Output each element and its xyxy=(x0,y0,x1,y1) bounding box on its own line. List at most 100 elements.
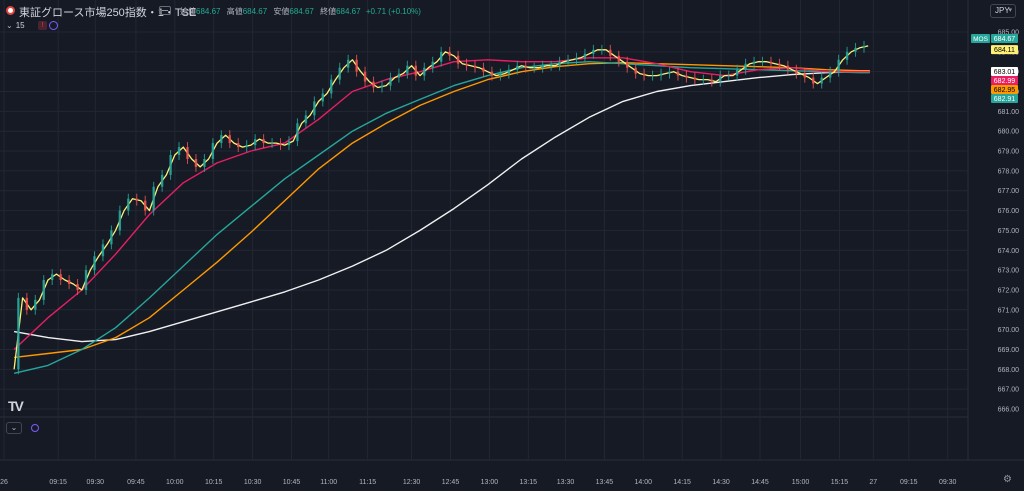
candle-body xyxy=(769,61,773,64)
chevron-down-icon[interactable]: ⌄ xyxy=(6,21,13,30)
candle-body xyxy=(144,200,147,211)
candle-body xyxy=(237,143,240,148)
candle-body xyxy=(313,101,316,116)
candle-body xyxy=(642,73,646,76)
symbol-title[interactable]: 東証グロース市場250指数・1・TSE xyxy=(19,7,197,19)
candle-body xyxy=(160,174,164,187)
candle-body xyxy=(507,69,511,74)
candle-body xyxy=(34,299,37,310)
y-tick-label: 674.00 xyxy=(998,248,1020,255)
candle-body xyxy=(659,73,663,76)
candle-body xyxy=(812,77,815,84)
candle-body xyxy=(676,71,680,76)
candle-body xyxy=(685,75,688,78)
y-tick-label: 680.00 xyxy=(998,129,1020,136)
expand-pane-button[interactable]: ⌄ xyxy=(6,422,22,434)
y-tick-label: 672.00 xyxy=(998,287,1020,294)
series-line-price[interactable] xyxy=(13,45,869,370)
candle-body xyxy=(854,47,857,52)
candle-body xyxy=(693,77,697,80)
series-line-ma_white[interactable] xyxy=(13,70,870,343)
candle-body xyxy=(287,141,291,146)
candle-body xyxy=(93,256,96,271)
time-axis[interactable]: 26 09:15 09:30 09:45 10:00 10:15 10:30 10:45 11:… xyxy=(0,479,956,486)
gear-icon[interactable]: ⚙ xyxy=(1003,474,1012,485)
candle-body xyxy=(397,73,401,78)
price-label-text: 684.11 xyxy=(994,47,1015,54)
candle-body xyxy=(803,73,806,78)
x-tick-label: 13:45 xyxy=(596,479,614,486)
y-tick-label: 670.00 xyxy=(998,327,1020,334)
price-label-bg xyxy=(991,66,1018,76)
y-tick-label: 668.00 xyxy=(998,367,1020,374)
y-tick-label: 681.00 xyxy=(998,109,1020,116)
indicator-settings-icon[interactable] xyxy=(49,21,58,30)
series-line-ma_red[interactable] xyxy=(13,57,870,351)
candle-body xyxy=(177,147,181,156)
candle-body xyxy=(448,51,451,56)
high-value: 684.67 xyxy=(242,7,268,16)
candle-body xyxy=(118,210,122,231)
candle-body xyxy=(270,143,274,145)
x-tick-label: 09:15 xyxy=(900,479,918,486)
candle-body xyxy=(795,69,798,74)
candle-body xyxy=(245,145,248,148)
price-tag-bg xyxy=(971,34,990,44)
candle-body xyxy=(228,135,231,144)
x-tick-label: 13:15 xyxy=(520,479,538,486)
candle-body xyxy=(752,61,756,64)
series-line-ma_orange[interactable] xyxy=(14,62,870,359)
high-label: 高値 xyxy=(226,7,243,16)
low-label: 安値 xyxy=(273,7,290,16)
x-tick-label: 09:30 xyxy=(939,479,957,486)
y-tick-label: 685.00 xyxy=(998,29,1020,36)
candle-body xyxy=(862,45,866,48)
candle-body xyxy=(51,274,54,281)
series-line-ma_teal[interactable] xyxy=(13,61,870,374)
candle-body xyxy=(25,297,29,310)
x-tick-label: 12:45 xyxy=(442,479,460,486)
price-label-text: 684.67 xyxy=(994,36,1016,43)
candle-body xyxy=(431,61,434,68)
candle-body xyxy=(592,49,595,54)
interval-label[interactable]: 15 xyxy=(15,21,25,30)
candle-body xyxy=(380,85,384,88)
candle-body xyxy=(186,147,189,159)
alert-badge-icon[interactable]: ! xyxy=(38,21,47,30)
chart-header: 東証グロース市場250指数・1・TSE 始値684.67 高値684.67 安値… xyxy=(0,0,1024,22)
candle-body xyxy=(719,75,722,82)
candle-body xyxy=(786,65,790,70)
x-tick-label: 11:15 xyxy=(359,479,376,486)
price-label-bg xyxy=(991,75,1018,85)
candle-body xyxy=(837,59,840,72)
candle-body xyxy=(651,75,654,77)
x-tick-label: 10:45 xyxy=(283,479,301,486)
candle-body xyxy=(609,49,612,56)
y-tick-label: 675.00 xyxy=(998,228,1020,235)
y-tick-label: 666.00 xyxy=(998,407,1020,414)
candle-body xyxy=(820,77,823,84)
currency-select[interactable]: JPY xyxy=(990,4,1016,18)
candle-body xyxy=(321,93,324,102)
candle-body xyxy=(744,63,747,70)
x-tick-label: 13:00 xyxy=(481,479,499,486)
candle-body xyxy=(110,230,113,245)
candle-body xyxy=(516,65,519,70)
candle-body xyxy=(330,79,333,94)
y-tick-label: 671.00 xyxy=(998,307,1020,314)
candle-body xyxy=(778,63,781,66)
price-label-text: 682.91 xyxy=(994,96,1016,103)
collapse-legend-icon[interactable] xyxy=(159,6,171,15)
candle-body xyxy=(558,61,561,66)
candle-body xyxy=(533,67,536,69)
x-tick-label: 14:45 xyxy=(751,479,769,486)
series-layer xyxy=(13,45,870,374)
candle-body xyxy=(583,53,587,58)
candle-body xyxy=(499,73,502,76)
candle-body xyxy=(42,280,45,300)
candle-body xyxy=(211,143,215,159)
pane-indicator-icon[interactable] xyxy=(31,424,39,432)
close-value: 684.67 xyxy=(336,7,361,16)
candle-body xyxy=(575,57,578,60)
